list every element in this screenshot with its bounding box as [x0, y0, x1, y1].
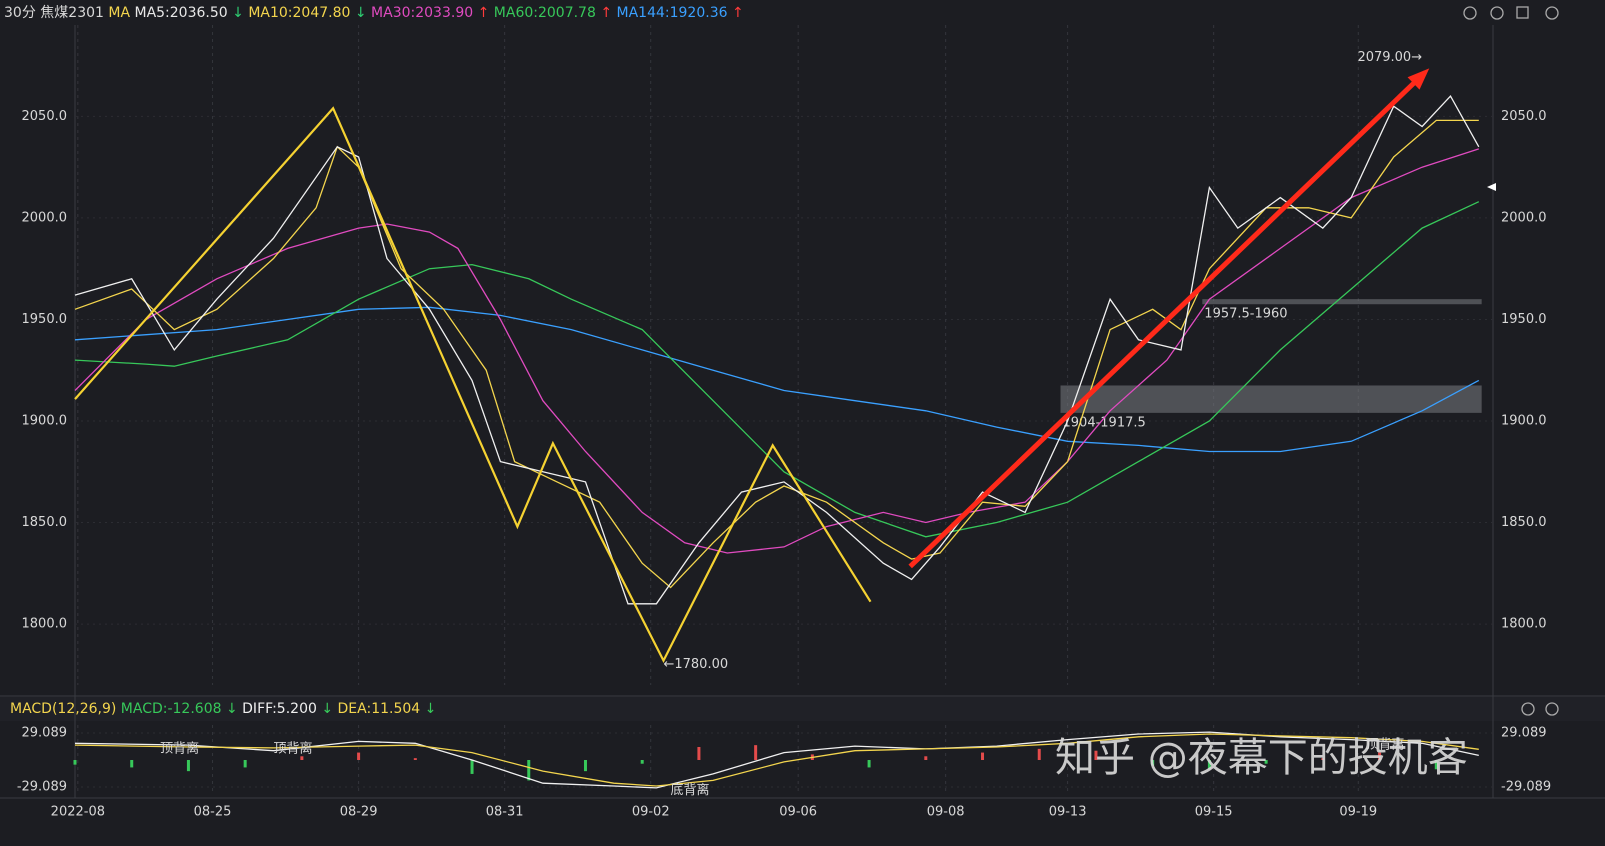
macd-bar	[1151, 760, 1155, 766]
y-tick-label-right: 1900.0	[1501, 414, 1547, 429]
macd-header: MACD(12,26,9) MACD:-12.608 ↓ DIFF:5.200 …	[10, 701, 436, 717]
macd-bar	[130, 760, 134, 768]
zone-label: 1957.5-1960	[1204, 307, 1287, 322]
macd-text: MACD(12,26,9)	[10, 701, 116, 717]
macd-bar	[73, 760, 77, 765]
zone	[1060, 385, 1482, 413]
header-text: MA10:2047.80	[248, 5, 350, 21]
macd-header-bar	[0, 697, 1605, 721]
line-ma60	[74, 201, 1480, 538]
x-tick-label: 09-13	[1049, 805, 1087, 820]
macd-bar	[186, 760, 190, 772]
x-tick-label: 09-19	[1339, 805, 1377, 820]
y-tick-label: -29.089	[17, 780, 67, 795]
annotation: 顶背离	[160, 740, 199, 756]
y-tick-label-right: 29.089	[1501, 725, 1547, 740]
header-text: MA	[108, 5, 130, 21]
macd-bar	[697, 747, 701, 760]
y-tick-label-right: 1950.0	[1501, 312, 1547, 327]
x-tick-label: 09-08	[927, 805, 965, 820]
y-tick-label-right: 2000.0	[1501, 210, 1547, 225]
header-text: MA144:1920.36	[617, 5, 728, 21]
line-ma144	[74, 306, 1480, 453]
macd-bar	[357, 752, 361, 760]
zone	[1202, 299, 1482, 305]
macd-text: ↓	[425, 701, 437, 717]
x-tick-label: 09-06	[779, 805, 817, 820]
header-text: 焦煤2301	[40, 5, 104, 21]
macd-bar	[640, 760, 644, 764]
macd-bar	[867, 760, 871, 768]
macd-bar	[470, 760, 474, 774]
watermark: 知乎 @夜幕下的投机客	[1055, 735, 1468, 781]
y-tick-label-right: -29.089	[1501, 780, 1551, 795]
macd-bar	[413, 758, 417, 760]
x-tick-label: 2022-08	[51, 805, 105, 820]
macd-bar	[1321, 758, 1325, 760]
line-ma10	[74, 119, 1479, 589]
header-text: ↑	[732, 5, 744, 21]
header-text: ↓	[232, 5, 244, 21]
macd-text: MACD:-12.608	[121, 701, 222, 717]
header-text: ↓	[355, 5, 367, 21]
x-tick-label: 09-02	[632, 805, 670, 820]
y-tick-label: 1850.0	[22, 515, 68, 530]
line-dea	[74, 733, 1479, 787]
y-tick-label: 1900.0	[22, 414, 68, 429]
annotation: 底背离	[671, 782, 710, 798]
macd-text: ↓	[226, 701, 238, 717]
x-tick-label: 08-25	[194, 805, 232, 820]
header-text: MA5:2036.50	[134, 5, 227, 21]
trend-arrow	[908, 70, 1427, 569]
macd-bar	[527, 760, 531, 781]
line-ma30	[74, 148, 1479, 554]
header: 30分 焦煤2301 MA MA5:2036.50 ↓ MA10:2047.80…	[4, 5, 744, 21]
macd-bar	[243, 760, 247, 768]
x-tick-label: 08-29	[340, 805, 378, 820]
macd-bar	[754, 745, 758, 760]
macd-bar	[1434, 760, 1438, 770]
annotation: 2079.00→	[1357, 50, 1422, 65]
y-tick-label-right: 2050.0	[1501, 109, 1547, 124]
y-tick-label-right: 1800.0	[1501, 617, 1547, 632]
macd-bar	[1378, 752, 1382, 760]
y-tick-label-right: 1850.0	[1501, 515, 1547, 530]
x-tick-label: 08-31	[486, 805, 524, 820]
price-marker	[1487, 183, 1496, 191]
y-tick-label: 2050.0	[22, 109, 68, 124]
macd-bar	[1094, 750, 1098, 760]
header-text: ↑	[478, 5, 490, 21]
y-tick-label: 1950.0	[22, 312, 68, 327]
macd-text: DIFF:5.200	[242, 701, 317, 717]
macd-bar	[924, 756, 928, 760]
y-tick-label: 1800.0	[22, 617, 68, 632]
header-text: MA60:2007.78	[494, 5, 596, 21]
y-tick-label: 2000.0	[22, 210, 68, 225]
header-text: 30分	[4, 5, 36, 21]
header-text: ↑	[600, 5, 612, 21]
macd-bar	[1264, 760, 1268, 764]
macd-bar	[1037, 748, 1041, 760]
macd-bar	[1207, 760, 1211, 770]
annotation: 顶背离	[1365, 737, 1404, 753]
zigzag	[74, 106, 872, 664]
header-text: MA30:2033.90	[371, 5, 473, 21]
line-ma5	[74, 95, 1480, 605]
macd-text: ↓	[321, 701, 333, 717]
macd-bar	[583, 760, 587, 772]
zone-label: 1904-1917.5	[1063, 415, 1146, 430]
y-tick-label: 29.089	[22, 725, 68, 740]
macd-bar	[981, 752, 985, 760]
toolbar-icons	[1463, 6, 1559, 716]
annotation: 顶背离	[274, 740, 313, 756]
macd-bar	[300, 756, 304, 760]
annotation: ←1780.00	[663, 657, 728, 672]
macd-text: DEA:11.504	[338, 701, 421, 717]
arrow-head	[1407, 68, 1430, 90]
x-tick-label: 09-15	[1195, 805, 1233, 820]
